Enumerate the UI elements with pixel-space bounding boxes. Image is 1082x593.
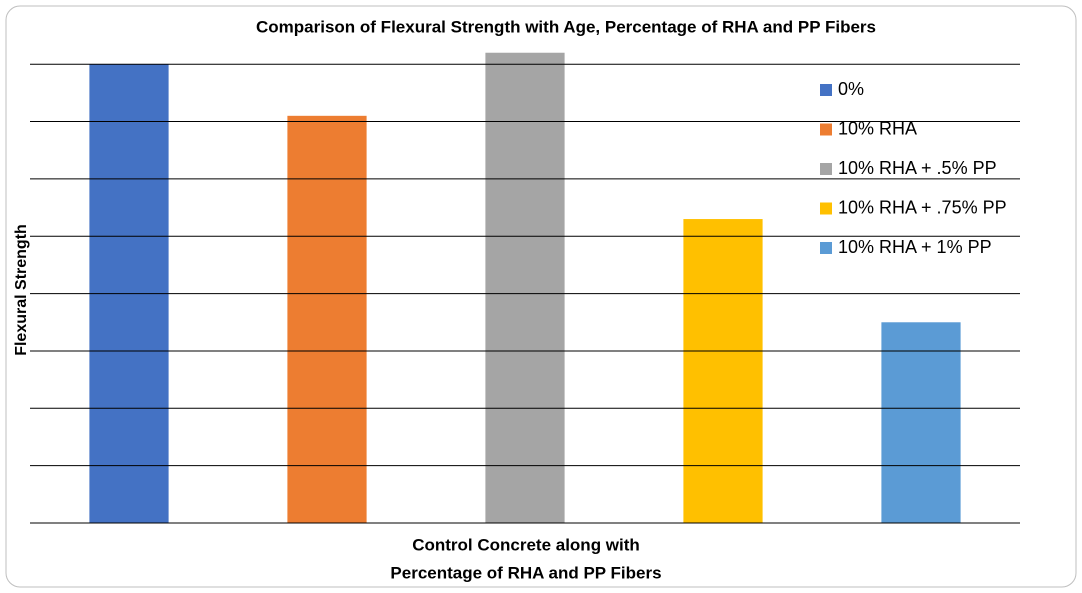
legend-label: 0% <box>838 79 864 99</box>
chart-title: Comparison of Flexural Strength with Age… <box>256 17 876 36</box>
legend-label: 10% RHA <box>838 118 917 138</box>
y-axis-label: Flexural Strength <box>13 224 30 356</box>
x-axis-label: Control Concrete along with <box>412 535 640 554</box>
bar <box>287 115 367 523</box>
bar <box>485 52 565 524</box>
legend-label: 10% RHA + .5% PP <box>838 158 997 178</box>
x-axis-label: Percentage of RHA and PP Fibers <box>390 563 661 582</box>
legend-label: 10% RHA + 1% PP <box>838 237 992 257</box>
legend-swatch <box>820 84 832 96</box>
legend-swatch <box>820 123 832 136</box>
bar <box>683 219 763 523</box>
legend-swatch <box>820 163 832 175</box>
legend-label: 10% RHA + .75% PP <box>838 197 1007 217</box>
bar <box>881 322 961 523</box>
legend-swatch <box>820 242 832 254</box>
legend-swatch <box>820 202 832 215</box>
